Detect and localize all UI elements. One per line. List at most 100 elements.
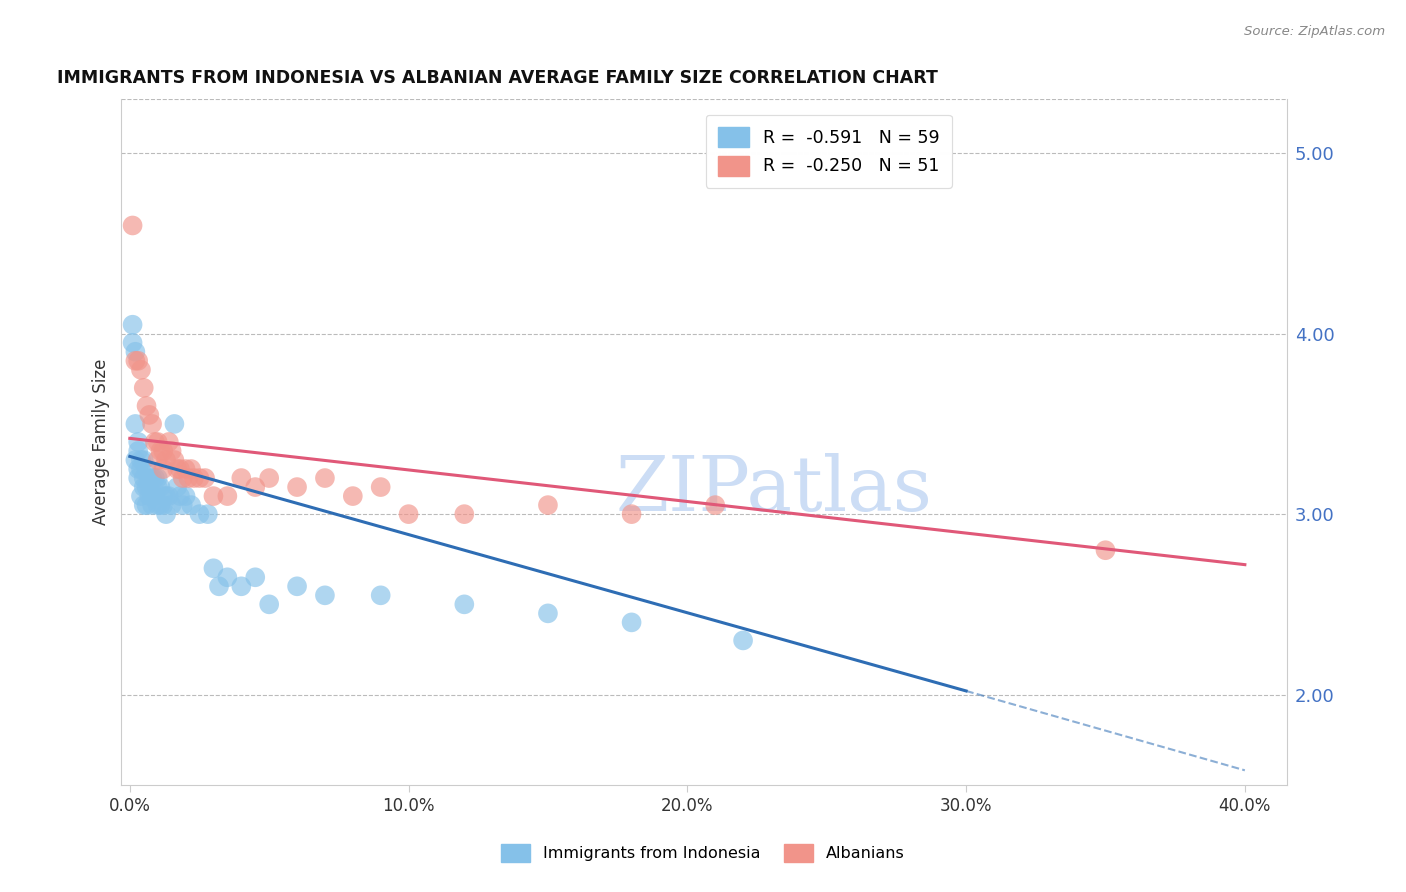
Point — [188, 507, 211, 521]
Point — [166, 462, 188, 476]
Point — [342, 489, 364, 503]
Point — [135, 480, 157, 494]
Point — [733, 633, 755, 648]
Point — [143, 489, 166, 503]
Point — [152, 462, 174, 476]
Point — [124, 417, 146, 431]
Point — [127, 444, 149, 458]
Point — [155, 507, 177, 521]
Text: IMMIGRANTS FROM INDONESIA VS ALBANIAN AVERAGE FAMILY SIZE CORRELATION CHART: IMMIGRANTS FROM INDONESIA VS ALBANIAN AV… — [58, 69, 938, 87]
Point — [245, 480, 267, 494]
Point — [155, 453, 177, 467]
Point — [141, 417, 163, 431]
Point — [177, 471, 200, 485]
Point — [152, 444, 174, 458]
Point — [370, 588, 392, 602]
Point — [160, 498, 183, 512]
Point — [155, 489, 177, 503]
Point — [231, 579, 253, 593]
Point — [314, 471, 336, 485]
Point — [146, 471, 169, 485]
Point — [197, 507, 219, 521]
Point — [174, 489, 197, 503]
Point — [141, 489, 163, 503]
Point — [149, 444, 172, 458]
Point — [146, 434, 169, 449]
Point — [127, 353, 149, 368]
Point — [180, 462, 202, 476]
Point — [183, 471, 205, 485]
Point — [172, 498, 194, 512]
Text: Source: ZipAtlas.com: Source: ZipAtlas.com — [1244, 25, 1385, 38]
Point — [202, 489, 225, 503]
Point — [127, 462, 149, 476]
Point — [172, 471, 194, 485]
Point — [174, 462, 197, 476]
Point — [121, 318, 143, 332]
Point — [149, 480, 172, 494]
Point — [704, 498, 727, 512]
Point — [169, 462, 191, 476]
Point — [314, 588, 336, 602]
Point — [537, 498, 560, 512]
Point — [149, 498, 172, 512]
Point — [141, 498, 163, 512]
Point — [135, 462, 157, 476]
Point — [138, 489, 160, 503]
Point — [127, 471, 149, 485]
Point — [188, 471, 211, 485]
Point — [124, 353, 146, 368]
Point — [453, 598, 475, 612]
Point — [124, 344, 146, 359]
Point — [169, 489, 191, 503]
Point — [143, 471, 166, 485]
Point — [398, 507, 420, 521]
Point — [132, 471, 155, 485]
Point — [217, 489, 239, 503]
Point — [620, 615, 643, 630]
Point — [138, 408, 160, 422]
Point — [285, 579, 308, 593]
Point — [132, 453, 155, 467]
Point — [194, 471, 217, 485]
Point — [135, 399, 157, 413]
Point — [217, 570, 239, 584]
Point — [129, 363, 152, 377]
Y-axis label: Average Family Size: Average Family Size — [93, 359, 110, 525]
Point — [202, 561, 225, 575]
Point — [129, 453, 152, 467]
Point — [129, 489, 152, 503]
Point — [257, 471, 280, 485]
Text: ZIPatlas: ZIPatlas — [616, 453, 932, 527]
Legend: R =  -0.591   N = 59, R =  -0.250   N = 51: R = -0.591 N = 59, R = -0.250 N = 51 — [706, 115, 952, 188]
Point — [1094, 543, 1116, 558]
Point — [121, 219, 143, 233]
Point — [121, 335, 143, 350]
Point — [152, 498, 174, 512]
Point — [180, 498, 202, 512]
Point — [141, 471, 163, 485]
Point — [146, 453, 169, 467]
Point — [157, 434, 180, 449]
Point — [157, 489, 180, 503]
Point — [257, 598, 280, 612]
Point — [208, 579, 231, 593]
Point — [138, 480, 160, 494]
Point — [146, 480, 169, 494]
Point — [370, 480, 392, 494]
Point — [163, 453, 186, 467]
Point — [166, 480, 188, 494]
Point — [231, 471, 253, 485]
Point — [143, 434, 166, 449]
Point — [152, 489, 174, 503]
Point — [124, 453, 146, 467]
Point — [620, 507, 643, 521]
Point — [245, 570, 267, 584]
Point — [129, 462, 152, 476]
Point — [132, 498, 155, 512]
Point — [160, 444, 183, 458]
Point — [453, 507, 475, 521]
Point — [127, 434, 149, 449]
Point — [132, 480, 155, 494]
Point — [146, 498, 169, 512]
